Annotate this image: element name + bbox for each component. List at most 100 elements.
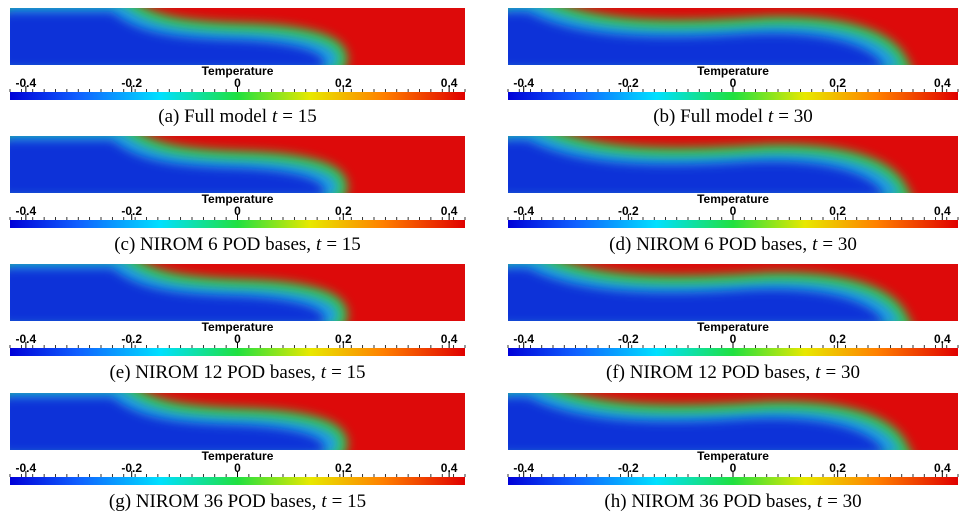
caption-eq: = 15: [282, 106, 316, 127]
caption-var: t: [815, 362, 821, 383]
cold-region: [508, 397, 884, 450]
colorbar-label: Temperature: [202, 320, 274, 334]
colorbar-label: Temperature: [202, 64, 274, 78]
panel: Temperature -0.4 -0.2 0 0.2 0.4 (g) NIROM 36 P…: [9, 393, 466, 512]
colorbar-tick-label: -0.4: [16, 461, 37, 475]
caption-text: (e) NIROM 12 POD bases,: [109, 362, 315, 383]
colorbar-tick-label: -0.2: [618, 461, 639, 475]
caption-eq: = 30: [827, 491, 861, 512]
colorbar-tick-label: 0.4: [934, 332, 951, 346]
temperature-field: [10, 136, 465, 193]
caption-text: (d) NIROM 6 POD bases,: [609, 234, 807, 255]
cold-region: [10, 140, 325, 193]
colorbar-tick-label: 0.2: [829, 332, 846, 346]
caption: (e) NIROM 12 POD bases, t = 15: [109, 362, 365, 383]
colorbar-tick-label: 0: [730, 204, 737, 218]
colorbar-tick-label: 0: [234, 461, 241, 475]
colorbar: [10, 348, 465, 356]
colorbar-tick-label: -0.2: [121, 76, 142, 90]
colorbar-label: Temperature: [697, 192, 769, 206]
temperature-field: [508, 264, 958, 321]
cold-region: [10, 12, 325, 65]
caption: (f) NIROM 12 POD bases, t = 30: [606, 362, 860, 383]
temperature-field: [10, 8, 465, 65]
temperature-field: [508, 136, 958, 193]
colorbar-tick-label: 0.4: [934, 204, 951, 218]
colorbar-label: Temperature: [202, 449, 274, 463]
field-front: [508, 136, 910, 193]
colorbar-tick-label: 0: [730, 332, 737, 346]
caption-var: t: [272, 106, 278, 127]
caption-var: t: [812, 234, 818, 255]
caption-text: (a) Full model: [158, 106, 267, 127]
colorbar-tick-label: 0: [730, 76, 737, 90]
cold-region: [508, 268, 884, 321]
field-front: [508, 264, 910, 321]
colorbar-tick-label: 0.4: [441, 204, 458, 218]
panel: Temperature -0.4 -0.2 0 0.2 0.4 (h) NIROM 36 P…: [507, 393, 959, 512]
colorbar-label: Temperature: [697, 449, 769, 463]
colorbar-tick-label: -0.4: [513, 76, 534, 90]
colorbar-label: Temperature: [202, 192, 274, 206]
caption-text: (f) NIROM 12 POD bases,: [606, 362, 810, 383]
caption-var: t: [321, 491, 327, 512]
panel: Temperature -0.4 -0.2 0 0.2 0.4 (f) NIROM 12 P…: [507, 264, 959, 383]
caption: (h) NIROM 36 POD bases, t = 30: [604, 491, 861, 512]
colorbar: [508, 348, 958, 356]
colorbar: [10, 92, 465, 100]
colorbar: [508, 220, 958, 228]
panel: Temperature -0.4 -0.2 0 0.2 0.4 (e) NIROM 12 P…: [9, 264, 466, 383]
colorbar-tick-label: 0.4: [441, 76, 458, 90]
caption-text: (h) NIROM 36 POD bases,: [604, 491, 811, 512]
colorbar: [508, 92, 958, 100]
caption-eq: = 30: [778, 106, 812, 127]
colorbar-tick-label: -0.4: [16, 204, 37, 218]
colorbar-tick-label: 0.2: [829, 461, 846, 475]
colorbar-tick-label: 0.2: [335, 332, 352, 346]
colorbar-tick-label: 0.4: [934, 76, 951, 90]
cold-region: [508, 12, 884, 65]
colorbar-tick-label: -0.4: [16, 76, 37, 90]
colorbar: [10, 477, 465, 485]
caption: (b) Full model t = 30: [653, 106, 813, 127]
temperature-field: [10, 393, 465, 450]
colorbar-tick-label: -0.2: [121, 332, 142, 346]
cold-region: [10, 268, 325, 321]
colorbar-tick-label: 0.4: [441, 461, 458, 475]
colorbar-tick-label: 0.4: [441, 332, 458, 346]
colorbar-tick-label: -0.4: [513, 204, 534, 218]
caption-var: t: [316, 234, 322, 255]
colorbar: [508, 477, 958, 485]
temperature-field: [508, 393, 958, 450]
caption-text: (g) NIROM 36 POD bases,: [109, 491, 316, 512]
colorbar-tick-label: 0.2: [335, 76, 352, 90]
colorbar-tick-label: -0.4: [513, 461, 534, 475]
colorbar-tick-label: -0.4: [513, 332, 534, 346]
colorbar-tick-label: 0: [234, 76, 241, 90]
field-front: [508, 393, 910, 450]
field-front: [508, 8, 910, 65]
caption-text: (b) Full model: [653, 106, 763, 127]
colorbar-tick-label: 0.2: [335, 204, 352, 218]
panel: Temperature -0.4 -0.2 0 0.2 0.4 (b) Full model…: [507, 8, 959, 127]
caption-var: t: [817, 491, 823, 512]
caption: (a) Full model t = 15: [158, 106, 316, 127]
colorbar-tick-label: 0: [234, 332, 241, 346]
colorbar: [10, 220, 465, 228]
colorbar-tick-label: -0.4: [16, 332, 37, 346]
colorbar-tick-label: 0.4: [934, 461, 951, 475]
field-front: [10, 393, 348, 450]
caption-eq: = 30: [826, 362, 860, 383]
panel: Temperature -0.4 -0.2 0 0.2 0.4 (c) NIROM 6 PO…: [9, 136, 466, 255]
cold-region: [508, 140, 884, 193]
panel: Temperature -0.4 -0.2 0 0.2 0.4 (a) Full model…: [9, 8, 466, 127]
caption-var: t: [768, 106, 774, 127]
colorbar-tick-label: -0.2: [618, 204, 639, 218]
colorbar-tick-label: 0: [234, 204, 241, 218]
caption-var: t: [321, 362, 327, 383]
colorbar-label: Temperature: [697, 320, 769, 334]
colorbar-tick-label: 0.2: [829, 76, 846, 90]
panel: Temperature -0.4 -0.2 0 0.2 0.4 (d) NIROM 6 PO…: [507, 136, 959, 255]
colorbar-tick-label: 0.2: [829, 204, 846, 218]
caption-eq: = 30: [822, 234, 856, 255]
